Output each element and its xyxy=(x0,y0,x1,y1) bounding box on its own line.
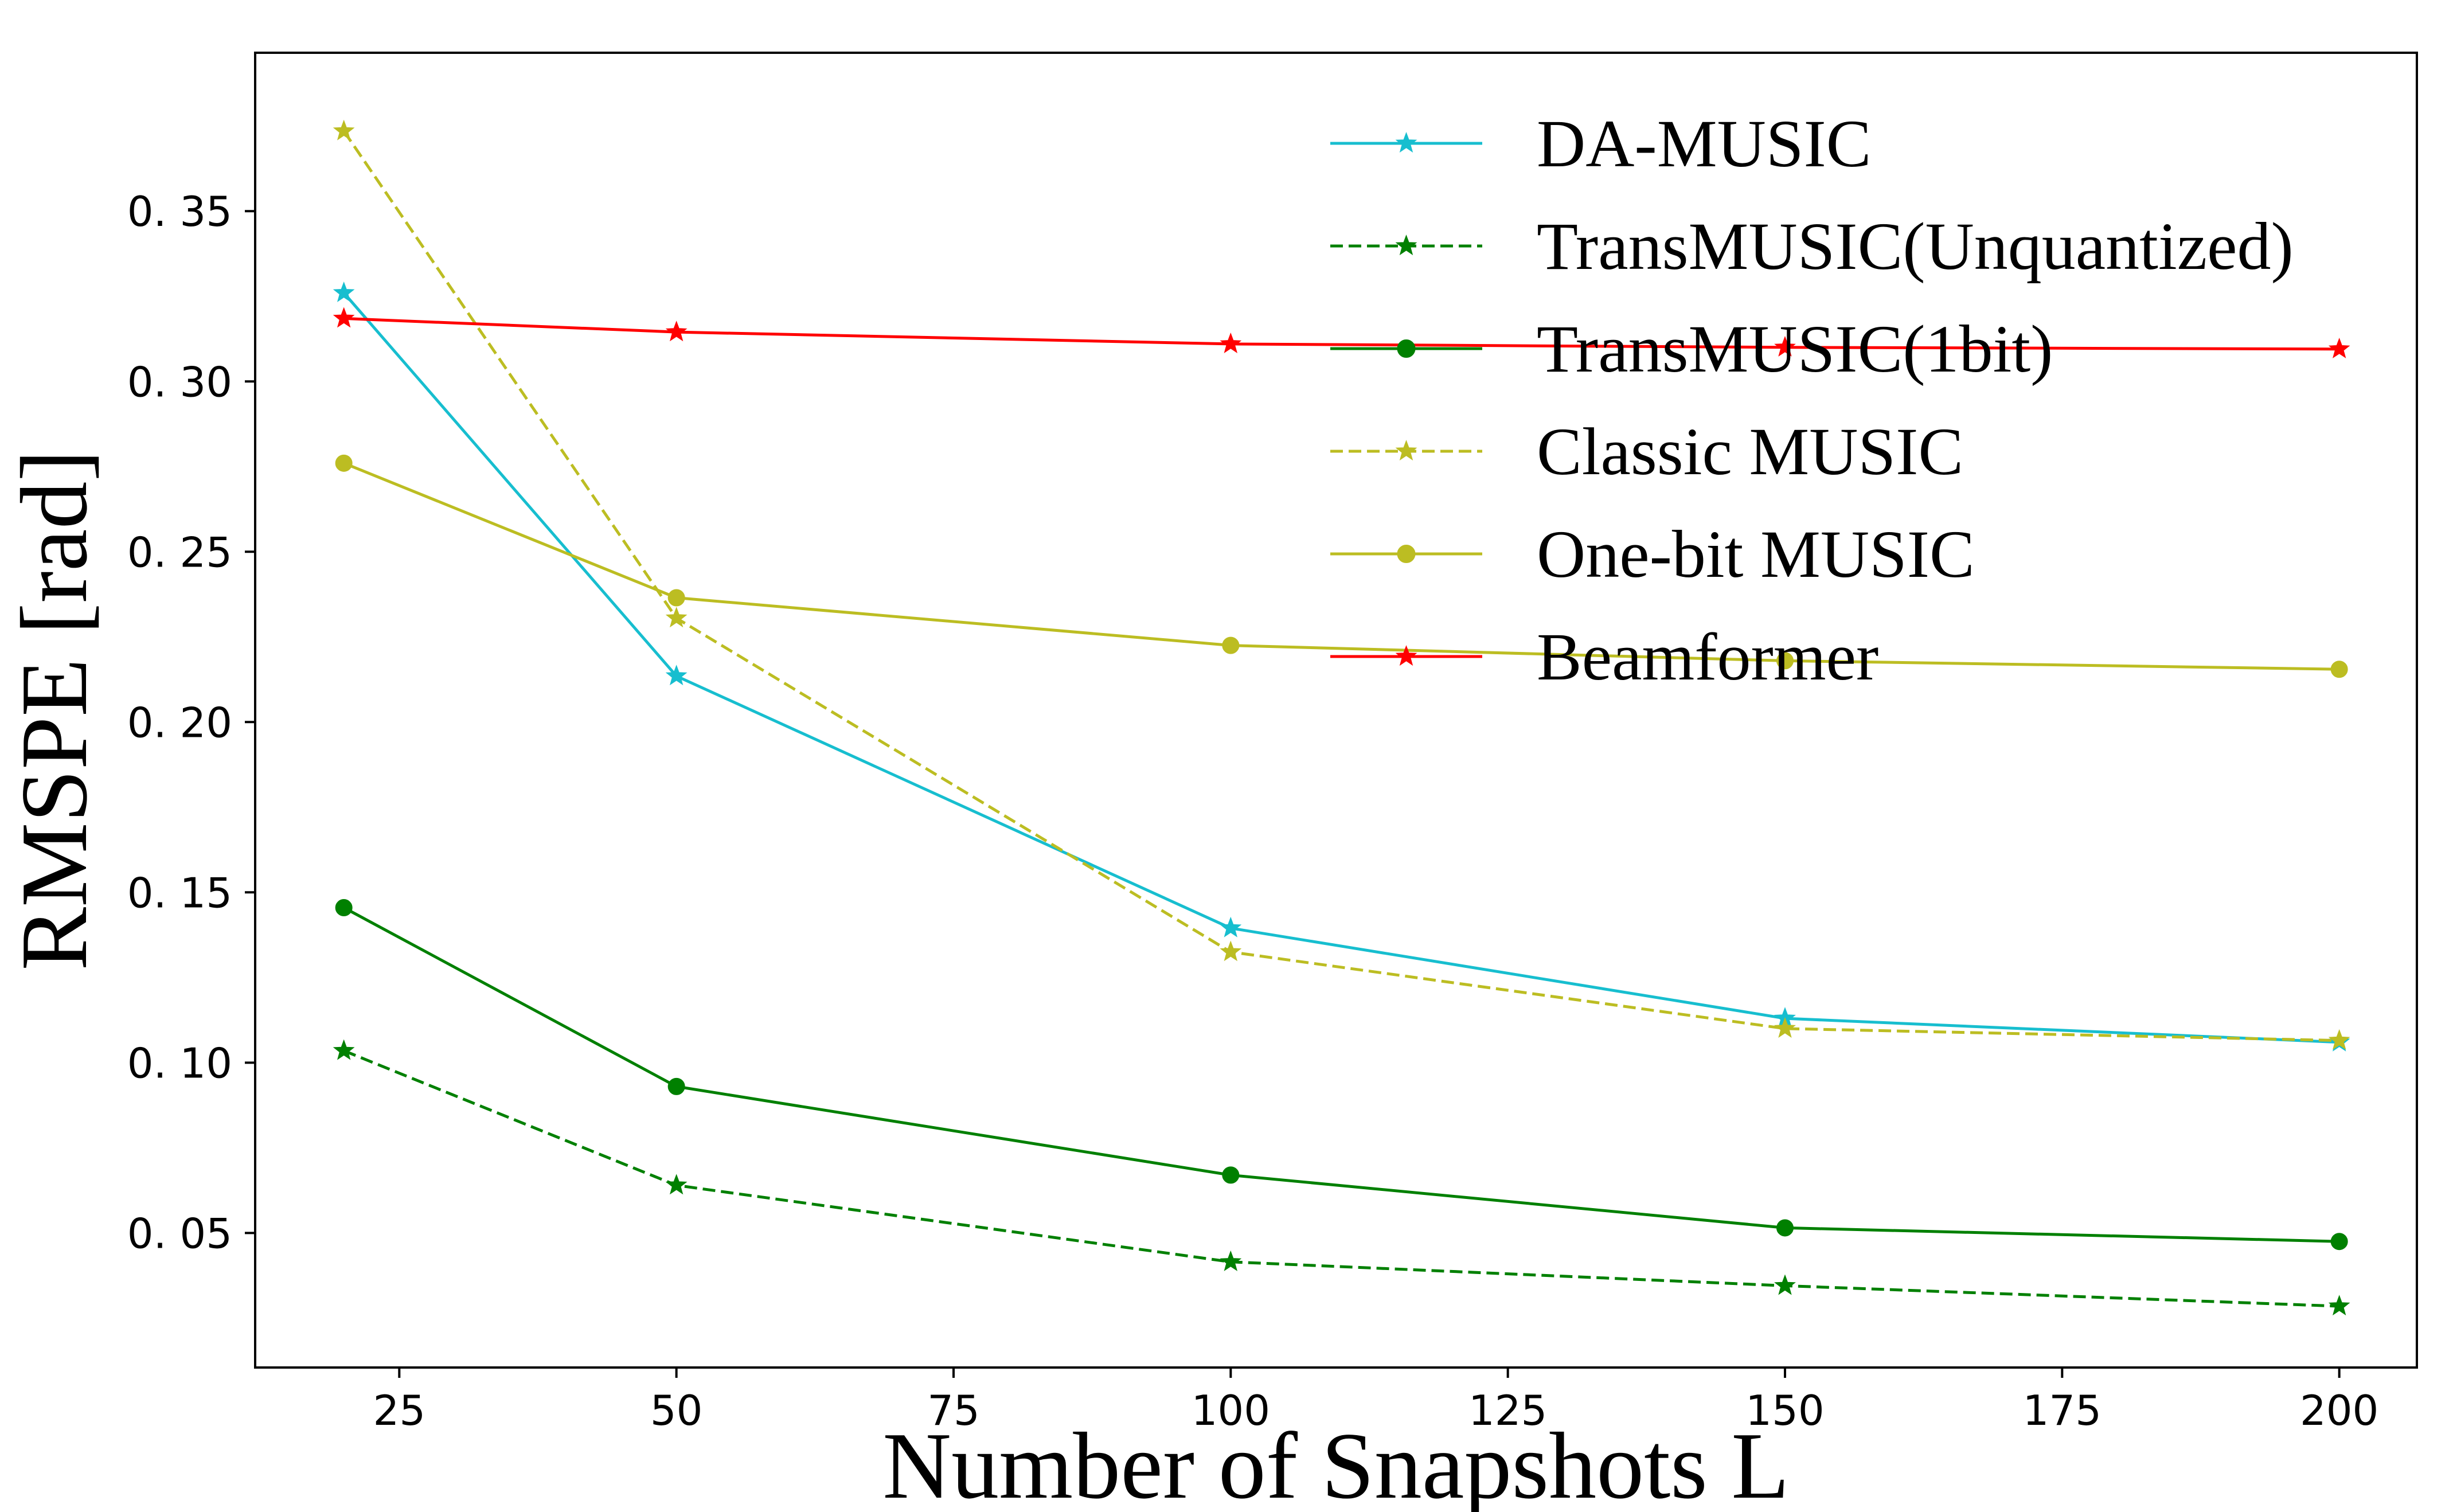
x-tick-label: 150 xyxy=(1745,1386,1824,1435)
legend-marker xyxy=(1395,645,1417,666)
legend-entry-one-bit-music: One-bit MUSIC xyxy=(1330,517,1975,592)
legend-entry-transmusic-unquantized: TransMUSIC(Unquantized) xyxy=(1330,209,2294,284)
data-point-transmusic-unquantized xyxy=(2328,1295,2350,1316)
y-axis-ticks: 0. 05 0. 10 0. 15 0. 20 0. 25 0. 30 0. 35 xyxy=(127,187,255,1257)
data-point-transmusic-unquantized xyxy=(1774,1274,1796,1295)
data-point-classic-music xyxy=(665,607,688,628)
x-tick-label: 100 xyxy=(1192,1386,1270,1435)
legend-entry-da-music: DA-MUSIC xyxy=(1330,106,1872,181)
data-point-beamformer xyxy=(665,321,688,342)
legend-marker xyxy=(1397,339,1416,358)
data-point-beamformer xyxy=(1220,333,1242,354)
legend-marker xyxy=(1397,545,1416,563)
data-point-beamformer xyxy=(333,307,355,328)
data-point-beamformer xyxy=(1774,335,1796,357)
legend-label: TransMUSIC(1bit) xyxy=(1537,311,2053,386)
data-point-transmusic-unquantized xyxy=(333,1039,355,1060)
series-layer xyxy=(333,119,2350,1316)
data-point-one-bit-music xyxy=(1776,652,1794,670)
data-point-classic-music xyxy=(1774,1017,1796,1038)
series-transmusic-1bit xyxy=(335,899,2348,1251)
legend-marker xyxy=(1395,132,1417,153)
data-point-transmusic-1bit xyxy=(1776,1219,1794,1237)
data-point-da-music xyxy=(665,665,688,686)
series-one-bit-music xyxy=(335,454,2348,678)
legend-marker xyxy=(1395,440,1417,461)
y-tick-label: 0. 20 xyxy=(127,698,232,747)
data-point-transmusic-1bit xyxy=(2330,1233,2348,1251)
data-point-classic-music xyxy=(1220,940,1242,962)
legend-label: One-bit MUSIC xyxy=(1537,517,1975,592)
legend-label: TransMUSIC(Unquantized) xyxy=(1537,209,2294,284)
data-point-transmusic-unquantized xyxy=(1220,1250,1242,1271)
x-axis-title: Number of Snapshots L xyxy=(882,1413,1789,1512)
series-classic-music xyxy=(333,119,2350,1050)
data-point-classic-music xyxy=(2328,1029,2350,1050)
legend-label: Classic MUSIC xyxy=(1537,414,1963,489)
x-tick-label: 25 xyxy=(373,1386,426,1435)
data-point-transmusic-1bit xyxy=(335,899,353,917)
data-point-one-bit-music xyxy=(667,589,685,607)
data-point-beamformer xyxy=(2328,337,2350,358)
series-transmusic-unquantized xyxy=(333,1039,2350,1316)
y-tick-label: 0. 35 xyxy=(127,187,232,236)
y-axis-title: RMSPE [rad] xyxy=(1,450,107,970)
x-tick-label: 200 xyxy=(2300,1386,2378,1435)
data-point-transmusic-1bit xyxy=(667,1077,685,1095)
legend-marker xyxy=(1395,235,1417,256)
data-point-one-bit-music xyxy=(1222,636,1240,654)
legend-label: DA-MUSIC xyxy=(1537,106,1872,181)
data-point-one-bit-music xyxy=(2330,661,2348,678)
legend-label: Beamformer xyxy=(1537,619,1878,694)
x-tick-label: 125 xyxy=(1468,1386,1547,1435)
x-tick-label: 75 xyxy=(927,1386,980,1435)
y-tick-label: 0. 05 xyxy=(127,1209,232,1257)
y-tick-label: 0. 10 xyxy=(127,1039,232,1087)
x-tick-label: 175 xyxy=(2023,1386,2102,1435)
legend-entry-transmusic-1bit: TransMUSIC(1bit) xyxy=(1330,311,2053,386)
legend-entry-classic-music: Classic MUSIC xyxy=(1330,414,1963,489)
data-point-transmusic-unquantized xyxy=(665,1174,688,1195)
y-tick-label: 0. 30 xyxy=(127,358,232,406)
legend-entry-beamformer: Beamformer xyxy=(1330,619,1878,694)
data-point-classic-music xyxy=(333,119,355,140)
data-point-da-music xyxy=(1220,916,1242,937)
y-tick-label: 0. 25 xyxy=(127,528,232,576)
y-tick-label: 0. 15 xyxy=(127,869,232,917)
data-point-one-bit-music xyxy=(335,454,353,472)
plot-frame xyxy=(254,52,2418,1369)
data-point-da-music xyxy=(333,281,355,302)
data-point-transmusic-1bit xyxy=(1222,1166,1240,1184)
x-tick-label: 50 xyxy=(650,1386,703,1435)
legend: DA-MUSIC TransMUSIC(Unquantized) TransMUSI… xyxy=(1330,106,2294,694)
series-beamformer xyxy=(333,307,2350,358)
x-axis-ticks: 25 50 75 100 125 150 175 200 xyxy=(373,1368,2378,1435)
